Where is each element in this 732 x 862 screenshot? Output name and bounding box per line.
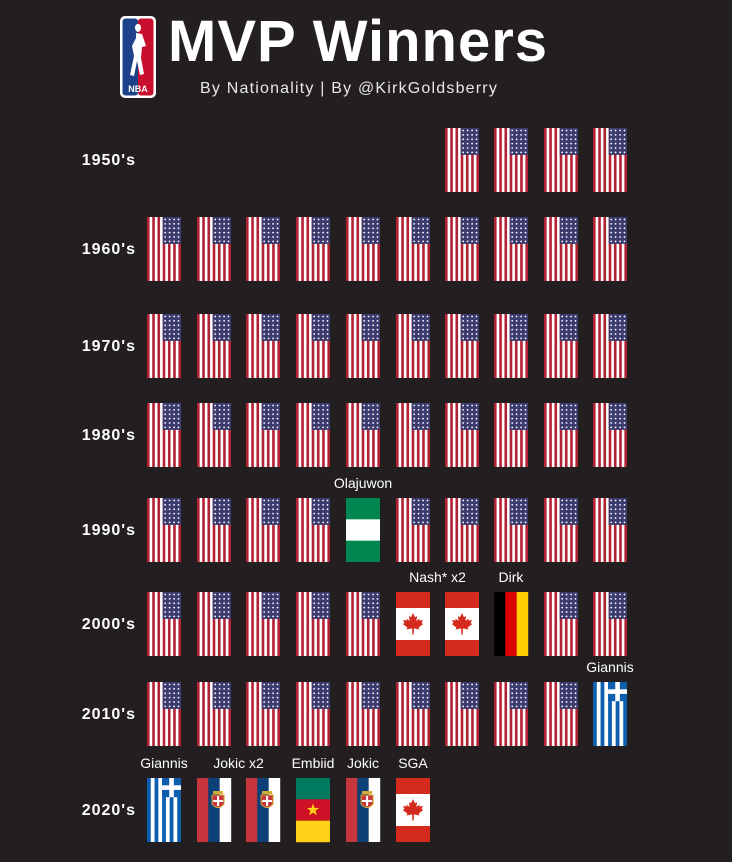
flag-usa-icon (346, 403, 380, 467)
flag-usa-icon (396, 217, 430, 281)
flag-usa-icon (494, 403, 528, 467)
flag-usa-icon (246, 592, 280, 656)
flag-usa-icon (197, 314, 231, 378)
chart-subtitle: By Nationality | By @KirkGoldsberry (200, 80, 499, 97)
flag-usa-icon (346, 217, 380, 281)
flag-usa-icon (197, 592, 231, 656)
decade-label: 2010's (82, 706, 136, 723)
decade-label: 2020's (82, 802, 136, 819)
flag-usa-icon (494, 682, 528, 746)
flag-usa-icon (593, 403, 627, 467)
flag-canada-icon (396, 592, 430, 656)
decade-label: 1990's (82, 522, 136, 539)
flag-usa-icon (544, 217, 578, 281)
winner-annotation: Giannis (586, 659, 633, 675)
flag-usa-icon (445, 128, 479, 192)
flag-usa-icon (296, 403, 330, 467)
flag-usa-icon (445, 403, 479, 467)
decade-label: 1950's (82, 152, 136, 169)
winner-annotation: Jokic (347, 755, 379, 771)
flag-usa-icon (147, 682, 181, 746)
flag-usa-icon (296, 592, 330, 656)
flag-germany-icon (494, 592, 529, 656)
flag-usa-icon (296, 498, 330, 562)
flag-usa-icon (296, 217, 330, 281)
decade-label: 1980's (82, 427, 136, 444)
chart-title: MVP Winners (168, 9, 549, 74)
winner-annotation: Giannis (140, 755, 187, 771)
flag-greece-icon (593, 682, 627, 746)
decade-label: 1960's (82, 241, 136, 258)
flag-usa-icon (147, 217, 181, 281)
decade-label: 1970's (82, 338, 136, 355)
flag-usa-icon (147, 314, 181, 378)
flag-usa-icon (593, 314, 627, 378)
flag-usa-icon (544, 314, 578, 378)
flag-usa-icon (197, 217, 231, 281)
winner-annotation: Embiid (292, 755, 335, 771)
flag-canada-icon (445, 592, 479, 656)
flag-usa-icon (346, 682, 380, 746)
winner-annotation: Olajuwon (334, 475, 392, 491)
decade-label: 2000's (82, 616, 136, 633)
flag-serbia-icon (197, 778, 232, 842)
winner-annotation: Nash* x2 (409, 569, 466, 585)
flag-usa-icon (346, 592, 380, 656)
flag-usa-icon (445, 314, 479, 378)
flag-nigeria-icon (346, 498, 380, 562)
flag-greece-icon (147, 778, 181, 842)
flag-usa-icon (197, 498, 231, 562)
flag-usa-icon (197, 682, 231, 746)
flag-usa-icon (494, 128, 528, 192)
flag-usa-icon (396, 682, 430, 746)
flag-usa-icon (494, 314, 528, 378)
flag-usa-icon (593, 128, 627, 192)
flag-usa-icon (246, 682, 280, 746)
flag-usa-icon (445, 682, 479, 746)
flag-usa-icon (396, 403, 430, 467)
flag-usa-icon (445, 217, 479, 281)
flag-usa-icon (544, 592, 578, 656)
flag-usa-icon (544, 682, 578, 746)
flag-usa-icon (494, 498, 528, 562)
flag-usa-icon (494, 217, 528, 281)
flag-usa-icon (445, 498, 479, 562)
flag-usa-icon (544, 128, 578, 192)
flag-usa-icon (396, 314, 430, 378)
flag-usa-icon (147, 592, 181, 656)
flag-usa-icon (246, 314, 280, 378)
svg-text:NBA: NBA (128, 84, 148, 94)
nba-logo: NBA (120, 16, 156, 98)
flag-usa-icon (346, 314, 380, 378)
flag-usa-icon (246, 403, 280, 467)
winner-annotation: Jokic x2 (213, 755, 264, 771)
flag-usa-icon (147, 403, 181, 467)
flag-serbia-icon (346, 778, 381, 842)
winner-annotation: Dirk (499, 569, 525, 585)
flag-usa-icon (296, 314, 330, 378)
flag-usa-icon (246, 498, 280, 562)
flag-usa-icon (197, 403, 231, 467)
flag-usa-icon (593, 498, 627, 562)
flag-serbia-icon (246, 778, 281, 842)
flag-canada-icon (396, 778, 430, 842)
flag-usa-icon (593, 217, 627, 281)
flag-usa-icon (396, 498, 430, 562)
flag-usa-icon (544, 498, 578, 562)
flag-usa-icon (593, 592, 627, 656)
flag-usa-icon (544, 403, 578, 467)
header: NBA MVP Winners By Nationality | By @Kir… (0, 0, 732, 110)
flag-usa-icon (296, 682, 330, 746)
flag-cameroon-icon (296, 778, 330, 843)
flag-usa-icon (246, 217, 280, 281)
flag-usa-icon (147, 498, 181, 562)
winner-annotation: SGA (398, 755, 428, 771)
